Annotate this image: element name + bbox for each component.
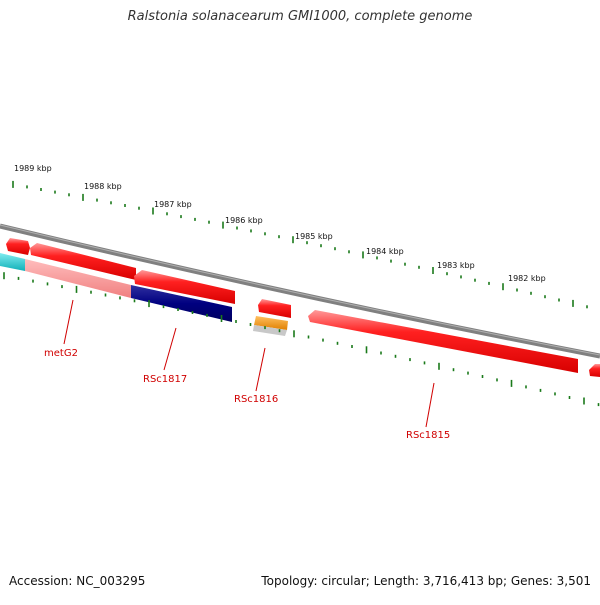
leader-metG2 bbox=[63, 299, 74, 345]
genome-backbone-highlight bbox=[0, 224, 600, 356]
feature-RSc1817-region bbox=[131, 285, 232, 322]
accession-text: Accession: NC_003295 bbox=[9, 574, 146, 588]
upper-tick-track bbox=[12, 180, 588, 309]
kbp-label-1982: 1982 kbp bbox=[508, 274, 546, 283]
gene-labels: metG2 RSc1817 RSc1816 RSc1815 bbox=[44, 348, 450, 441]
gene-label-RSc1816[interactable]: RSc1816 bbox=[234, 394, 278, 405]
feature-grey bbox=[253, 325, 287, 336]
kbp-label-1989: 1989 kbp bbox=[14, 164, 52, 173]
upper-strand-features bbox=[6, 238, 600, 377]
cds-arrow-upper-3 bbox=[134, 270, 235, 304]
leader-RSc1816 bbox=[255, 347, 266, 392]
genome-title: Ralstonia solanacearum GMI1000, complete… bbox=[127, 9, 473, 24]
cds-arrow-upper-2 bbox=[30, 243, 136, 280]
feature-metG2-region bbox=[25, 259, 131, 298]
kbp-label-1988: 1988 kbp bbox=[84, 182, 122, 191]
gene-label-metG2[interactable]: metG2 bbox=[44, 348, 78, 359]
kbp-label-1984: 1984 kbp bbox=[366, 247, 404, 256]
gene-label-RSc1817[interactable]: RSc1817 bbox=[143, 374, 187, 385]
leader-RSc1815 bbox=[425, 382, 435, 428]
cds-arrow-upper-4 bbox=[258, 299, 291, 318]
kbp-labels: 1989 kbp 1988 kbp 1987 kbp 1986 kbp 1985… bbox=[14, 164, 546, 283]
cds-arrow-upper-6 bbox=[589, 364, 600, 377]
cds-arrow-upper-1 bbox=[6, 238, 30, 255]
kbp-label-1985: 1985 kbp bbox=[295, 232, 333, 241]
leader-RSc1817 bbox=[163, 327, 177, 371]
gene-label-leaders bbox=[63, 299, 435, 428]
kbp-label-1983: 1983 kbp bbox=[437, 261, 475, 270]
kbp-label-1986: 1986 kbp bbox=[225, 216, 263, 225]
kbp-label-1987: 1987 kbp bbox=[154, 200, 192, 209]
genome-summary-text: Topology: circular; Length: 3,716,413 bp… bbox=[261, 574, 591, 588]
gene-label-RSc1815[interactable]: RSc1815 bbox=[406, 430, 450, 441]
lower-tick-track bbox=[3, 272, 600, 407]
lower-strand-features bbox=[0, 253, 288, 336]
feature-cyan bbox=[0, 253, 25, 271]
feature-orange bbox=[254, 316, 288, 330]
genome-backbone bbox=[0, 223, 600, 359]
cds-arrow-upper-5 bbox=[308, 310, 578, 373]
